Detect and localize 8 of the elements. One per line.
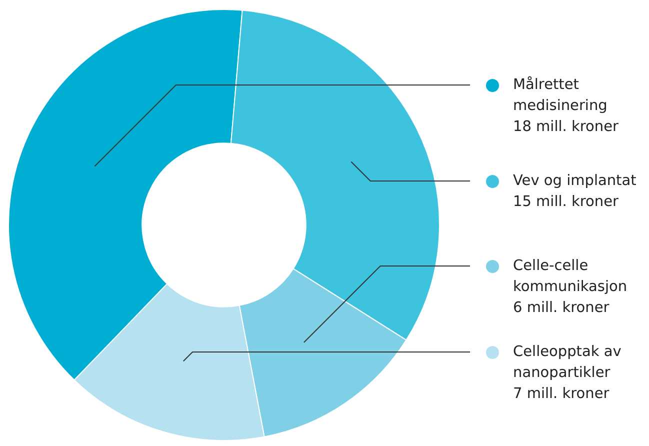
data-label: 15 mill. kroner — [513, 193, 620, 212]
legend-label: Vev og implantat — [513, 172, 638, 191]
legend-label: Målrettet medisinering — [513, 75, 608, 116]
data-label: 6 mill. kroner — [513, 299, 610, 318]
data-label: 18 mill. kroner — [513, 118, 620, 137]
legend-label: Celle-celle kommunikasjon — [513, 257, 628, 297]
data-label: 7 mill. kroner — [513, 385, 610, 404]
legend-label: Celleopptak av nanopartikler — [513, 343, 622, 383]
